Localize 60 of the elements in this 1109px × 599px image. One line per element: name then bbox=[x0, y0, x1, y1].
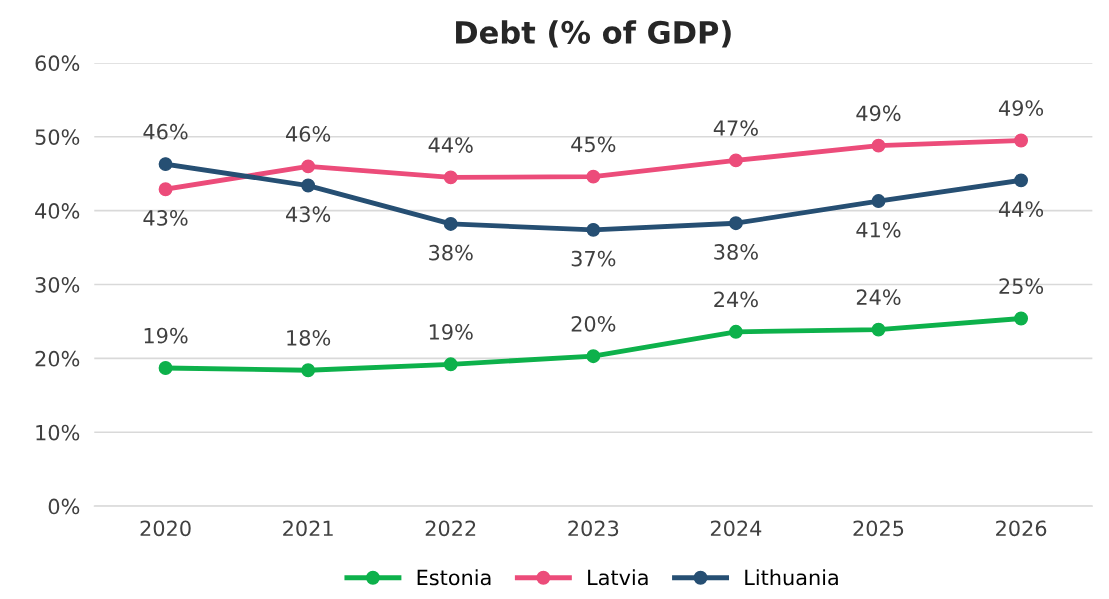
point bbox=[1014, 133, 1029, 148]
x-tick-label: 2024 bbox=[710, 520, 762, 537]
data-label: 43% bbox=[143, 210, 188, 226]
data-label: 47% bbox=[713, 120, 758, 136]
data-label: 45% bbox=[571, 136, 616, 153]
y-tick-label: 40% bbox=[35, 203, 80, 219]
point bbox=[443, 357, 458, 372]
data-label: 18% bbox=[287, 329, 331, 346]
point bbox=[586, 222, 601, 237]
y-tick-label: 60% bbox=[35, 55, 80, 72]
x-tick-label: 2023 bbox=[568, 520, 619, 537]
chart-title: Debt (% of GDP) bbox=[456, 20, 731, 48]
data-label: 49% bbox=[856, 105, 901, 122]
point bbox=[871, 138, 886, 153]
point bbox=[586, 349, 601, 364]
data-label: 38% bbox=[714, 244, 758, 260]
data-label: 20% bbox=[571, 315, 616, 332]
data-label: 25% bbox=[999, 278, 1044, 294]
point bbox=[1014, 311, 1029, 326]
point bbox=[871, 322, 886, 337]
data-label: 49% bbox=[998, 100, 1044, 116]
point bbox=[158, 361, 173, 375]
data-label: 44% bbox=[428, 137, 473, 153]
data-label: 43% bbox=[286, 206, 331, 223]
x-tick-label: 2020 bbox=[140, 520, 191, 537]
x-tick-label: 2022 bbox=[425, 520, 476, 537]
point bbox=[728, 216, 743, 231]
data-label: 46% bbox=[143, 123, 188, 140]
data-label: 41% bbox=[856, 221, 901, 238]
point bbox=[586, 169, 601, 184]
data-label: 38% bbox=[429, 244, 473, 261]
point bbox=[1014, 173, 1029, 188]
data-label: 24% bbox=[714, 291, 758, 308]
data-label: 46% bbox=[286, 126, 331, 142]
legend-label: Latvia bbox=[588, 569, 648, 586]
point bbox=[728, 153, 743, 168]
point bbox=[301, 159, 316, 174]
point bbox=[301, 178, 316, 193]
point bbox=[443, 170, 458, 185]
data-label: 37% bbox=[571, 250, 616, 267]
legend-label: Estonia bbox=[417, 569, 491, 586]
point bbox=[871, 194, 886, 208]
point bbox=[443, 217, 458, 231]
y-tick-label: 20% bbox=[35, 350, 80, 367]
y-tick-label: 30% bbox=[35, 276, 80, 293]
point bbox=[158, 157, 173, 172]
y-tick-label: 0% bbox=[48, 498, 80, 515]
data-label: 44% bbox=[998, 201, 1044, 217]
point bbox=[301, 363, 316, 378]
data-label: 19% bbox=[429, 324, 473, 340]
data-label: 24% bbox=[856, 289, 901, 306]
y-tick-label: 50% bbox=[35, 129, 80, 145]
data-label: 19% bbox=[144, 327, 188, 344]
point bbox=[728, 324, 743, 339]
point bbox=[158, 182, 173, 197]
x-tick-label: 2026 bbox=[996, 520, 1047, 537]
x-tick-label: 2025 bbox=[853, 520, 904, 537]
x-tick-label: 2021 bbox=[283, 520, 333, 537]
y-tick-label: 10% bbox=[36, 424, 80, 441]
legend-label: Lithuania bbox=[745, 569, 838, 586]
